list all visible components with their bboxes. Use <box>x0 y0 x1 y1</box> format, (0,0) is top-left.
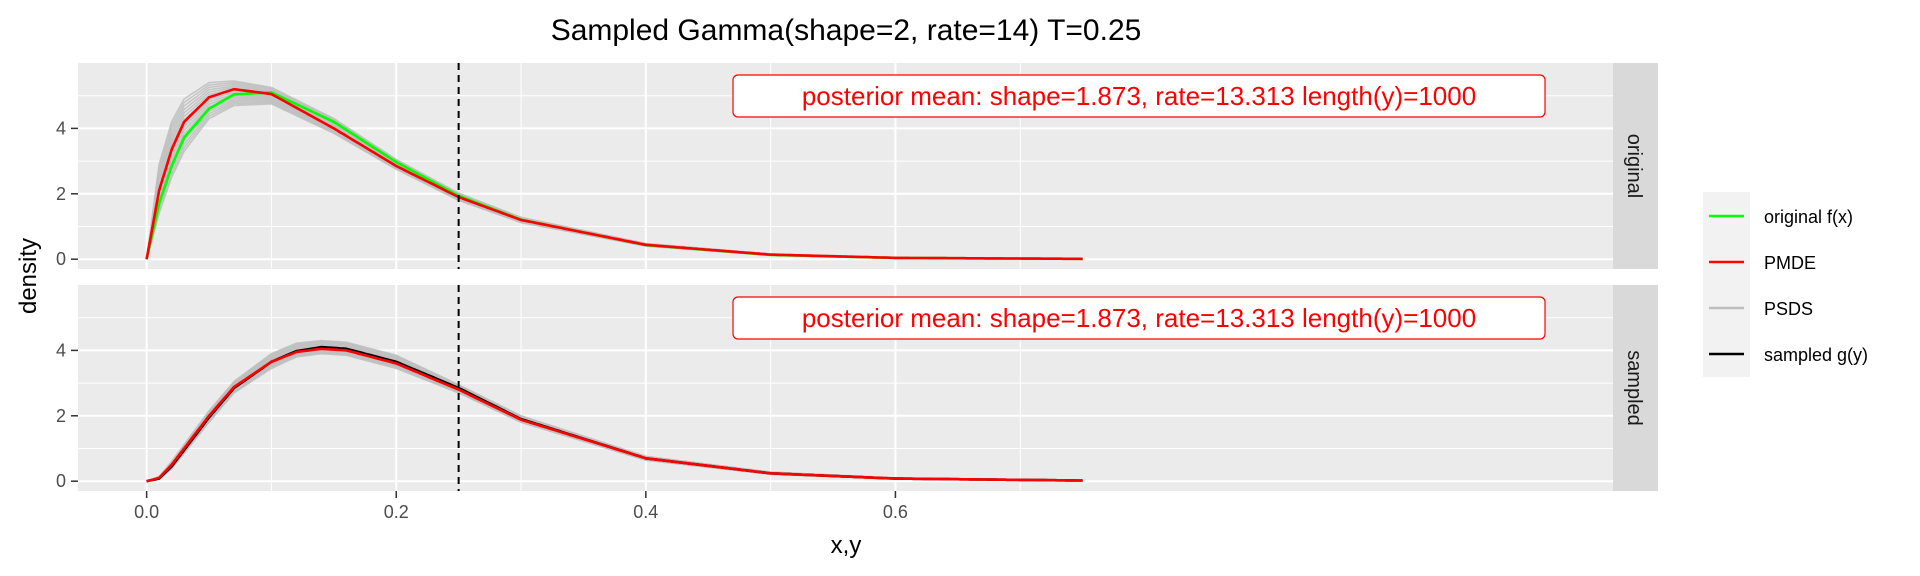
annotation-text: posterior mean: shape=1.873, rate=13.313… <box>802 81 1476 111</box>
strip-background <box>1613 285 1658 491</box>
y-tick-label: 2 <box>56 184 66 204</box>
annotation-border <box>732 296 1546 340</box>
legend-label: sampled g(y) <box>1764 345 1868 365</box>
strip-label: sampled <box>1623 350 1645 426</box>
x-axis-title: x,y <box>831 532 862 559</box>
y-tick-label: 4 <box>56 340 66 360</box>
x-tick-label: 0.2 <box>384 502 409 522</box>
legend-background <box>1703 192 1750 377</box>
x-axis-ticks: 0.0 0.2 0.4 0.6 <box>134 491 908 522</box>
legend-label: PMDE <box>1764 253 1816 273</box>
legend-item-original: original f(x) <box>1709 207 1853 227</box>
y-axis-ticks: 0 2 4 <box>56 340 78 491</box>
legend-item-psds: PSDS <box>1709 299 1813 319</box>
annotation-border <box>732 74 1546 118</box>
facet-original: posterior mean: shape=1.873, rate=13.313… <box>56 63 1658 269</box>
y-tick-label: 2 <box>56 406 66 426</box>
annotation-text: posterior mean: shape=1.873, rate=13.313… <box>802 303 1476 333</box>
strip-label: original <box>1623 134 1645 198</box>
x-tick-label: 0.6 <box>883 502 908 522</box>
x-tick-label: 0.4 <box>633 502 658 522</box>
legend-item-sampled: sampled g(y) <box>1709 345 1868 365</box>
chart-title: Sampled Gamma(shape=2, rate=14) T=0.25 <box>551 14 1142 47</box>
legend-item-pmde: PMDE <box>1709 253 1816 273</box>
strip-background <box>1613 63 1658 269</box>
y-axis-ticks: 0 2 4 <box>56 118 78 269</box>
pmde-line <box>146 347 1083 483</box>
legend: original f(x) PMDE PSDS sampled g(y) <box>1703 192 1868 377</box>
y-tick-label: 0 <box>56 249 66 269</box>
series-lines <box>145 87 1083 261</box>
y-axis-title: density <box>15 238 42 314</box>
legend-label: original f(x) <box>1764 207 1853 227</box>
annotation-box: posterior mean: shape=1.873, rate=13.313… <box>732 74 1546 118</box>
annotation-box: posterior mean: shape=1.873, rate=13.313… <box>732 296 1546 340</box>
legend-label: PSDS <box>1764 299 1813 319</box>
x-tick-label: 0.0 <box>134 502 159 522</box>
series-lines <box>146 345 1083 483</box>
y-tick-label: 4 <box>56 118 66 138</box>
facet-sampled: posterior mean: shape=1.873, rate=13.313… <box>56 285 1658 491</box>
pmde-line <box>145 87 1083 261</box>
y-tick-label: 0 <box>56 471 66 491</box>
